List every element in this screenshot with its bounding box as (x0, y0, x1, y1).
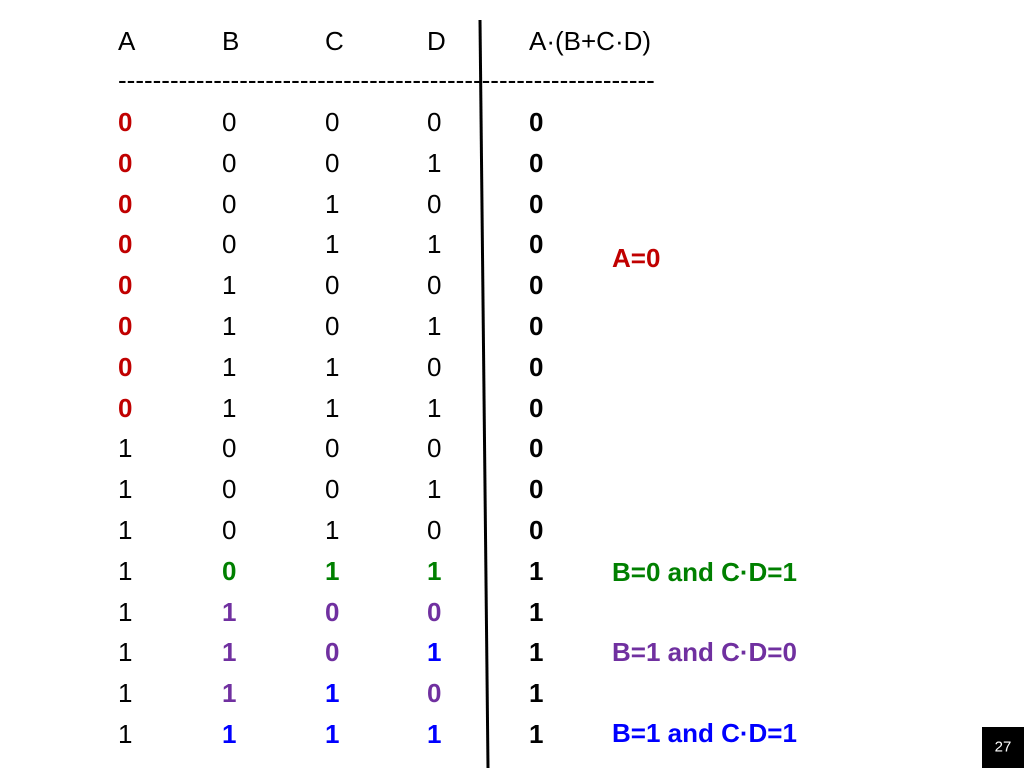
table-cell: 1 (427, 637, 442, 668)
table-cell: 0 (118, 229, 133, 260)
table-cell: 1 (325, 229, 340, 260)
table-cell: 0 (325, 311, 340, 341)
table-cell: 1 (118, 555, 133, 586)
table-cell: 1 (427, 229, 442, 260)
table-cell: 1 (325, 678, 340, 709)
table-cell: 0 (222, 188, 237, 219)
annotation: B=1 and C·D=1 (612, 718, 797, 748)
separator: ----------------------------------------… (118, 65, 655, 95)
table-cell: 0 (529, 270, 544, 301)
table-cell: 1 (427, 311, 442, 341)
table-cell: 1 (427, 147, 442, 178)
table-cell: 0 (222, 515, 237, 545)
annotation: B=1 and C·D=0 (612, 637, 797, 667)
table-cell: 0 (118, 351, 133, 382)
table-cell: 1 (222, 637, 237, 668)
table-cell: 1 (529, 596, 544, 627)
table-cell: 1 (325, 392, 340, 423)
table-cell: 0 (118, 147, 133, 178)
table-cell: 0 (529, 392, 544, 423)
page-number-box: 27 (982, 727, 1024, 768)
table-cell: 1 (529, 637, 544, 668)
table-cell: 1 (325, 555, 340, 586)
table-cell: 0 (529, 351, 544, 382)
table-cell: 0 (325, 433, 340, 464)
table-cell: 0 (222, 107, 237, 137)
table-cell: 1 (222, 392, 237, 423)
table-cell: 1 (325, 188, 340, 219)
table-cell: 0 (222, 147, 237, 178)
table-cell: 1 (118, 515, 133, 545)
table-cell: 0 (118, 270, 133, 301)
table-cell: 0 (325, 596, 340, 627)
table-cell: 0 (118, 107, 133, 137)
table-cell: 0 (529, 474, 544, 505)
table-cell: 1 (325, 719, 340, 749)
table-cell: 0 (427, 351, 442, 382)
table-cell: 0 (222, 433, 237, 464)
table-cell: 0 (427, 515, 442, 545)
table-cell: 0 (427, 107, 442, 137)
table-cell: 1 (529, 719, 544, 749)
table-cell: 1 (529, 678, 544, 709)
table-cell: 0 (325, 107, 340, 137)
table-cell: 1 (222, 351, 237, 382)
table-cell: 0 (118, 188, 133, 219)
table-cell: 1 (427, 392, 442, 423)
annotation: B=0 and C·D=1 (612, 557, 797, 587)
table-cell: 0 (427, 433, 442, 464)
table-cell: 1 (118, 719, 133, 749)
table-cell: 0 (325, 637, 340, 668)
table-cell: 0 (529, 515, 544, 545)
table-cell: 1 (325, 351, 340, 382)
table-cell: 1 (118, 474, 133, 505)
column-header: C (325, 26, 344, 56)
table-cell: 0 (325, 147, 340, 178)
table-cell: 1 (427, 555, 442, 586)
table-cell: 0 (118, 311, 133, 341)
table-cell: 0 (529, 433, 544, 464)
table-cell: 0 (325, 270, 340, 301)
table-cell: 1 (222, 719, 237, 749)
table-cell: 0 (222, 474, 237, 505)
table-cell: 0 (427, 270, 442, 301)
column-divider (478, 19, 490, 768)
table-cell: 0 (427, 188, 442, 219)
column-header: B (222, 26, 240, 56)
table-cell: 0 (427, 678, 442, 709)
column-header: A (118, 26, 136, 56)
table-cell: 1 (222, 596, 237, 627)
table-cell: 1 (427, 474, 442, 505)
table-cell: 0 (222, 229, 237, 260)
table-cell: 0 (529, 188, 544, 219)
table-cell: 1 (222, 311, 237, 341)
table-cell: 1 (222, 270, 237, 301)
table-cell: 0 (427, 596, 442, 627)
table-cell: 1 (118, 596, 133, 627)
table-cell: 0 (325, 474, 340, 505)
column-header: A·(B+C·D) (529, 26, 652, 56)
table-cell: 0 (529, 147, 544, 178)
table-cell: 0 (222, 555, 237, 586)
table-cell: 1 (118, 637, 133, 668)
table-cell: 1 (529, 555, 544, 586)
table-cell: 1 (118, 433, 133, 464)
page-number: 27 (994, 738, 1012, 756)
table-cell: 1 (222, 678, 237, 709)
table-cell: 0 (529, 107, 544, 137)
table-cell: 1 (118, 678, 133, 709)
table-cell: 0 (529, 311, 544, 341)
table-cell: 1 (325, 515, 340, 545)
annotation: A=0 (612, 243, 661, 273)
table-cell: 1 (427, 719, 442, 749)
column-header: D (427, 26, 446, 56)
table-cell: 0 (529, 229, 544, 260)
table-cell: 0 (118, 392, 133, 423)
